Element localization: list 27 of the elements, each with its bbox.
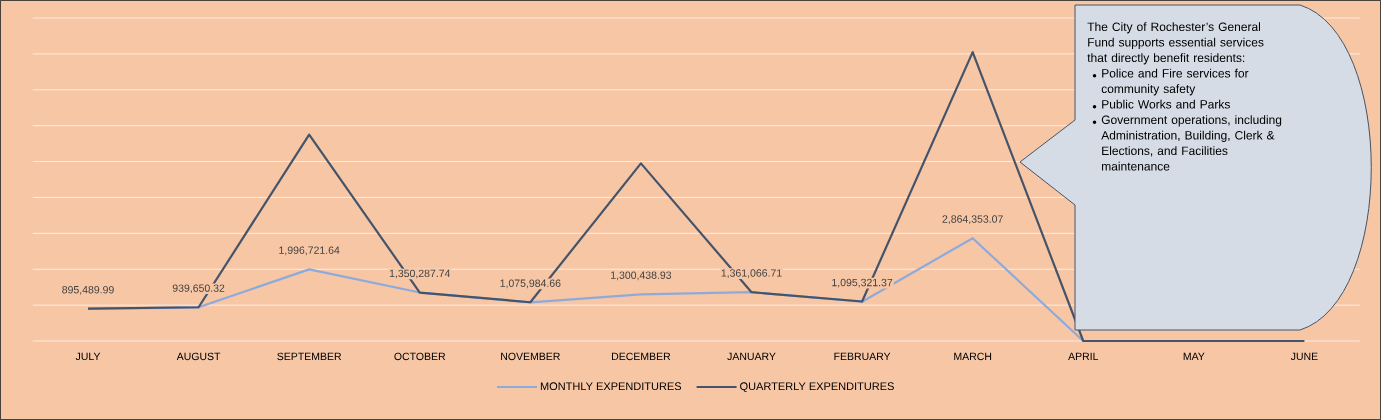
data-label: 1,350,287.74 [389,269,451,279]
x-tick-label: APRIL [1068,352,1099,360]
x-tick-label: JULY [75,352,101,361]
data-label: 939,650.32 [172,284,225,294]
x-tick-label: JANUARY [727,352,776,361]
x-tick-label: OCTOBER [394,352,446,361]
x-tick-label: SEPTEMBER [277,352,342,361]
x-tick-label: MAY [1183,352,1205,360]
annotation: Government operations, including Administration, Building, Clerk & Elections, and Facilities maintenance [1101,115,1282,171]
data-label: 1,300,438.93 [611,271,672,281]
x-tick-label: FEBRUARY [834,352,891,361]
x-tick-label: AUGUST [176,352,221,361]
x-tick-label: JUNE [1290,352,1318,361]
legend-label: MONTHLY EXPENDITURES [540,382,682,391]
data-label: 1,361,066.71 [721,269,782,278]
legend-label: QUARTERLY EXPENDITURES [740,382,894,393]
data-label: 895,489.99 [62,285,114,295]
annotation: The City of Rochester’s General Fund supports essential services that directly benefit residents: [1087,22,1264,65]
data-label: 1,996,721.64 [279,246,340,256]
data-label: 1,095,321.37 [832,278,893,288]
annotation: Public Works and Parks [1102,99,1230,109]
x-tick-label: MARCH [954,352,992,361]
data-label: 2,864,353.07 [942,215,1003,224]
annotation: Police and Fire services for community safety [1101,68,1249,96]
x-tick-label: DECEMBER [612,352,671,361]
x-tick-label: NOVEMBER [501,352,560,361]
data-label: 1,075,984.66 [500,279,561,289]
